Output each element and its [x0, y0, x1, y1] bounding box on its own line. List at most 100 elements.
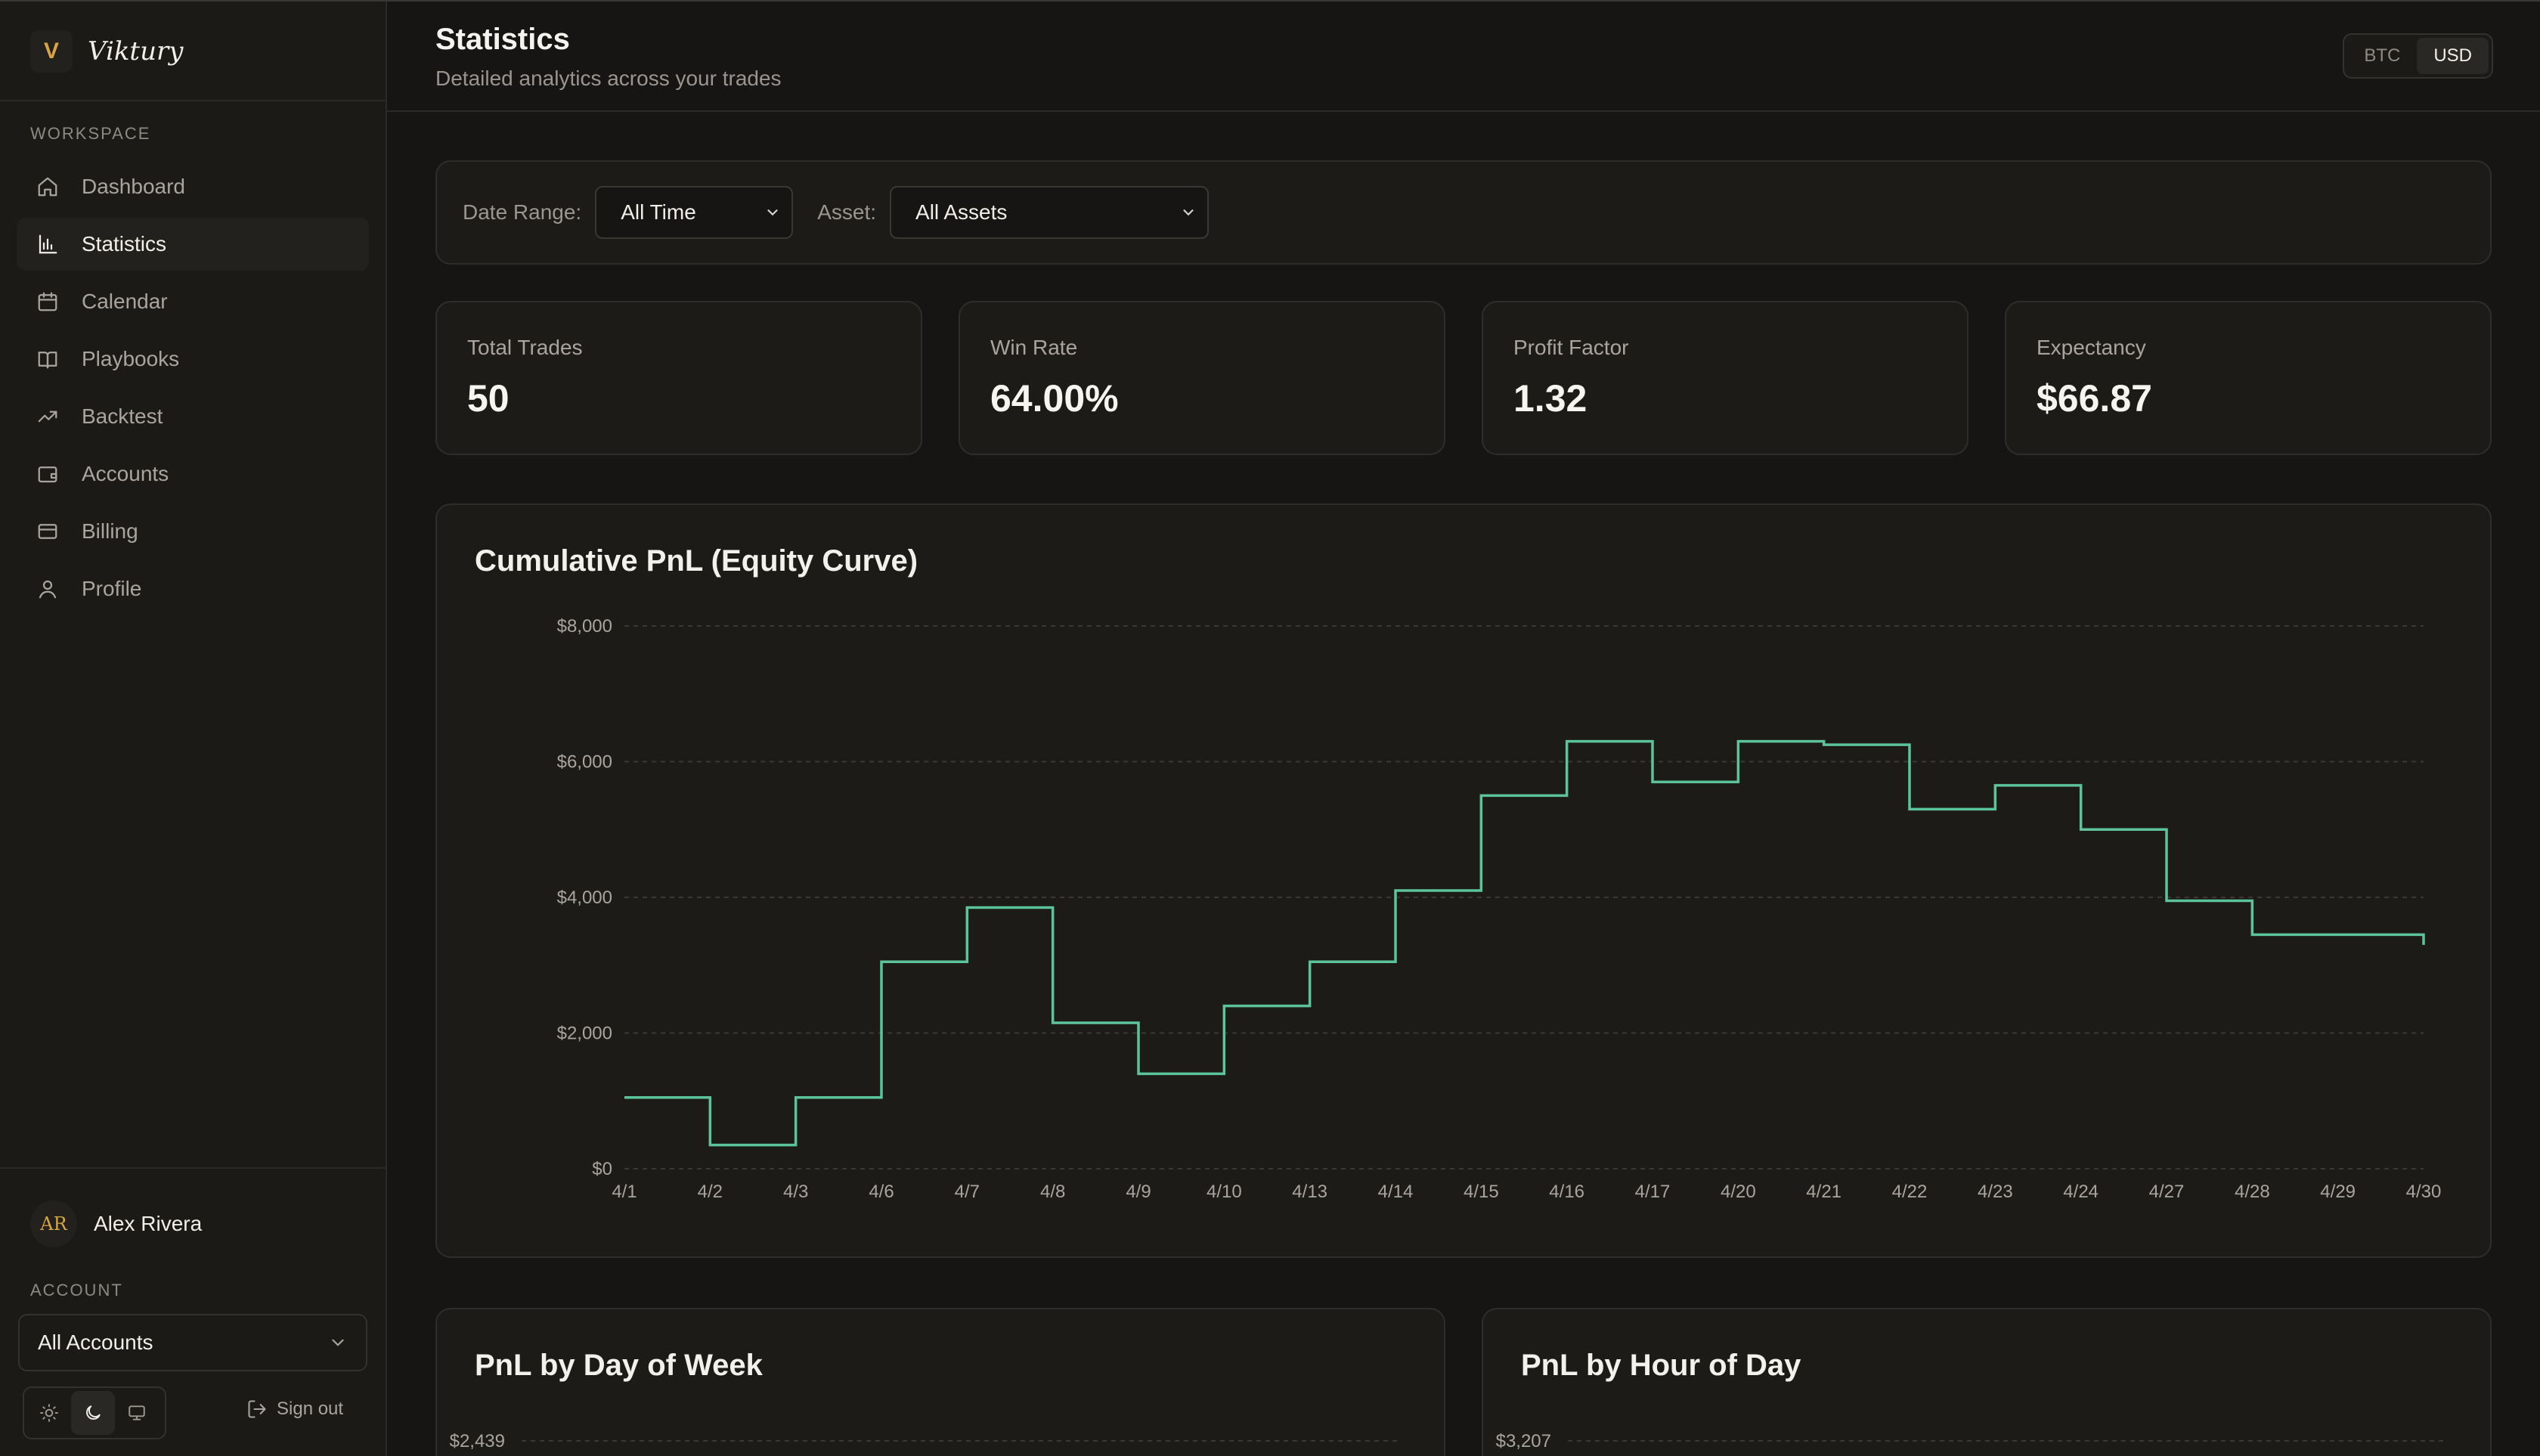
y-tick-label: $2,439 — [450, 1431, 505, 1451]
chevron-down-icon — [1183, 209, 1194, 216]
brand[interactable]: V Viktury — [30, 30, 183, 73]
sidebar-nav: Dashboard Statistics Calendar Playbooks … — [17, 160, 369, 620]
x-tick-label: 4/27 — [2149, 1182, 2185, 1202]
x-tick-label: 4/9 — [1126, 1182, 1151, 1202]
x-tick-label: 4/10 — [1206, 1182, 1242, 1202]
sidebar-divider — [0, 100, 386, 101]
sidebar-item-label: Accounts — [82, 462, 169, 485]
stat-card-expectancy: Expectancy $66.87 — [2005, 301, 2492, 455]
account-section-label: Account — [30, 1281, 123, 1300]
x-tick-label: 4/16 — [1549, 1182, 1584, 1202]
y-tick-label: $4,000 — [557, 888, 612, 908]
date-range-select[interactable]: All Time — [595, 186, 794, 239]
stat-label: Total Trades — [467, 336, 583, 359]
asset-select[interactable]: All Assets — [890, 186, 1210, 239]
x-tick-label: 4/1 — [612, 1182, 637, 1202]
sidebar-item-label: Profile — [82, 577, 142, 600]
stat-label: Profit Factor — [1513, 336, 1629, 359]
stat-card-total-trades: Total Trades 50 — [435, 301, 922, 455]
x-tick-label: 4/8 — [1040, 1182, 1065, 1202]
x-tick-label: 4/15 — [1464, 1182, 1499, 1202]
pnl-by-day-card: PnL by Day of Week $2,439 — [435, 1308, 1445, 1456]
account-select-value: All Accounts — [38, 1331, 153, 1354]
sidebar-item-dashboard[interactable]: Dashboard — [17, 160, 369, 213]
log-out-icon — [248, 1400, 266, 1418]
sidebar-item-label: Playbooks — [82, 347, 180, 370]
x-tick-label: 4/2 — [698, 1182, 723, 1202]
page-header: Statistics Detailed analytics across you… — [387, 2, 2540, 112]
x-tick-label: 4/29 — [2320, 1182, 2356, 1202]
sidebar-item-label: Statistics — [82, 232, 167, 256]
sidebar-item-label: Backtest — [82, 404, 163, 428]
chart-title: PnL by Hour of Day — [1521, 1349, 1801, 1382]
page-subtitle: Detailed analytics across your trades — [435, 67, 782, 90]
equity-curve-card: Cumulative PnL (Equity Curve) $0 $2,000 $4… — [435, 503, 2492, 1258]
x-tick-label: 4/17 — [1635, 1182, 1671, 1202]
sidebar-item-backtest[interactable]: Backtest — [17, 390, 369, 443]
stat-value: 50 — [467, 377, 510, 420]
stat-value: $66.87 — [2037, 377, 2152, 420]
y-tick-label: $3,207 — [1496, 1431, 1551, 1451]
credit-card-icon — [38, 524, 57, 539]
brand-name: Viktury — [88, 36, 184, 67]
bar-chart-icon — [39, 234, 57, 254]
currency-btc-button[interactable]: BTC — [2364, 45, 2401, 66]
y-tick-label: $0 — [592, 1159, 612, 1179]
y-tick-label: $2,000 — [557, 1024, 612, 1044]
sidebar-item-label: Calendar — [82, 290, 168, 313]
brand-logo: V — [30, 30, 73, 73]
equity-curve-chart: $0 $2,000 $4,000 $6,000 $8,000 4/1 4/2 4/3 4/6 4/… — [557, 616, 2442, 1202]
sidebar-item-label: Billing — [82, 519, 138, 543]
date-range-value: All Time — [621, 200, 696, 224]
wallet-icon — [38, 466, 57, 483]
chevron-down-icon — [767, 209, 778, 216]
light-theme-button[interactable] — [27, 1391, 71, 1435]
system-theme-button[interactable] — [115, 1391, 159, 1435]
asset-label: Asset: — [817, 200, 877, 224]
x-tick-label: 4/7 — [955, 1182, 980, 1202]
sidebar-item-accounts[interactable]: Accounts — [17, 448, 369, 500]
x-tick-label: 4/20 — [1721, 1182, 1756, 1202]
sidebar-item-profile[interactable]: Profile — [17, 562, 369, 615]
home-icon — [38, 177, 57, 197]
x-tick-label: 4/22 — [1892, 1182, 1928, 1202]
sidebar-divider — [0, 1167, 386, 1169]
sidebar-item-billing[interactable]: Billing — [17, 505, 369, 558]
sidebar-item-label: Dashboard — [82, 175, 185, 198]
book-icon — [38, 352, 57, 369]
page-title: Statistics — [435, 23, 570, 56]
sun-icon — [40, 1404, 58, 1422]
stat-card-win-rate: Win Rate 64.00% — [959, 301, 1445, 455]
stat-label: Win Rate — [990, 336, 1078, 359]
sidebar-item-calendar[interactable]: Calendar — [17, 275, 369, 328]
x-tick-label: 4/14 — [1378, 1182, 1414, 1202]
x-tick-label: 4/30 — [2406, 1182, 2442, 1202]
date-range-label: Date Range: — [463, 200, 582, 224]
user-profile[interactable]: AR Alex Rivera — [30, 1200, 202, 1247]
account-select[interactable]: All Accounts — [18, 1314, 367, 1371]
y-tick-label: $6,000 — [557, 752, 612, 773]
dark-theme-button[interactable] — [71, 1391, 115, 1435]
stat-label: Expectancy — [2037, 336, 2146, 359]
pnl-by-day-chart: $2,439 — [450, 1431, 1399, 1451]
pnl-by-hour-chart: $3,207 — [1496, 1431, 2445, 1451]
asset-value: All Assets — [915, 200, 1008, 224]
sidebar-item-statistics[interactable]: Statistics — [17, 218, 369, 271]
x-tick-label: 4/13 — [1292, 1182, 1327, 1202]
x-tick-label: 4/24 — [2063, 1182, 2099, 1202]
x-tick-label: 4/28 — [2235, 1182, 2270, 1202]
stat-value: 64.00% — [990, 377, 1119, 420]
equity-series-line — [624, 739, 2425, 1147]
sign-out-button[interactable]: Sign out — [246, 1399, 343, 1420]
stat-card-profit-factor: Profit Factor 1.32 — [1482, 301, 1968, 455]
avatar: AR — [30, 1200, 77, 1247]
user-name: Alex Rivera — [94, 1212, 203, 1235]
filters-bar: Date Range: All Time Asset: All Assets — [435, 160, 2492, 265]
sidebar-item-playbooks[interactable]: Playbooks — [17, 333, 369, 386]
currency-usd-button[interactable]: USD — [2417, 38, 2489, 74]
x-tick-label: 4/3 — [783, 1182, 808, 1202]
monitor-icon — [129, 1405, 145, 1420]
calendar-icon — [38, 292, 57, 311]
x-tick-label: 4/6 — [869, 1182, 894, 1202]
sign-out-label: Sign out — [277, 1399, 344, 1419]
